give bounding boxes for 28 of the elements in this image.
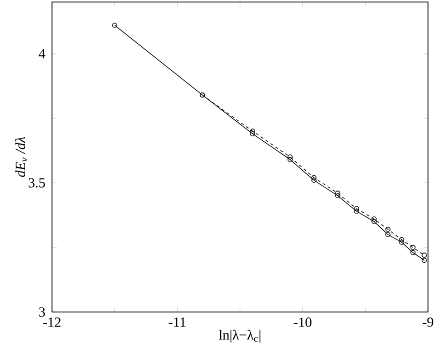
y-tick-label: 4 [38,49,46,58]
point [410,250,416,256]
x-tick-label: -9 [422,318,434,327]
point [335,190,340,196]
point [288,154,293,160]
point [311,178,316,183]
point [311,175,316,180]
point [250,128,256,134]
point [385,232,390,238]
point [399,237,404,242]
y-axis-title: dE$_{v}$ /dλ [15,136,28,177]
y-tick-label: 3.5 [28,178,45,188]
point [354,206,360,212]
point [250,131,256,136]
point [288,157,293,162]
x-tick-label: -11 [168,318,186,327]
point [422,252,427,258]
point [399,240,404,245]
point [385,226,390,232]
point [372,219,377,224]
point [335,193,340,198]
y-tick-label: 3 [39,307,45,317]
x-axis-title: ln|λ−λ$_{c}$| [218,330,260,343]
point [354,208,360,214]
point [372,216,377,222]
x-tick-label: -12 [43,318,61,327]
x-tick-label: -10 [294,318,312,327]
point [410,244,416,250]
